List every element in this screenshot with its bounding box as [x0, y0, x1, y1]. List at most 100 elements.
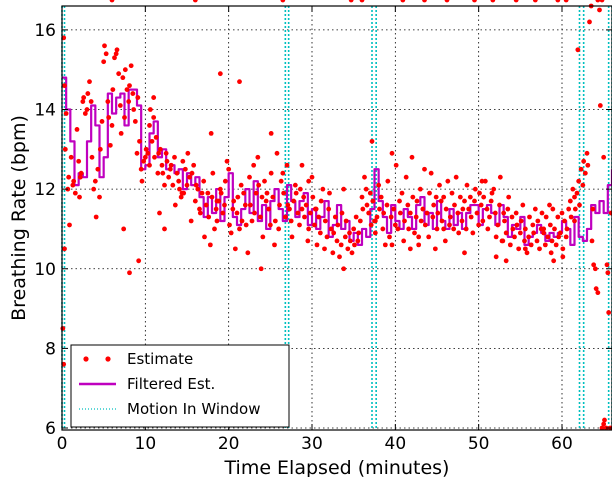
estimate-point — [366, 210, 372, 216]
estimate-point — [112, 55, 117, 61]
estimate-point — [237, 79, 242, 85]
estimate-point — [539, 210, 545, 216]
estimate-point — [107, 142, 113, 148]
estimate-point — [377, 206, 382, 212]
estimate-point — [76, 158, 82, 164]
estimate-point — [122, 67, 128, 73]
estimate-point — [505, 206, 511, 212]
estimate-series — [60, 0, 612, 431]
filtered-series — [62, 76, 612, 246]
estimate-point — [156, 150, 162, 156]
estimate-point — [463, 226, 469, 232]
estimate-point — [337, 254, 342, 260]
estimate-point — [287, 206, 292, 212]
estimate-point — [550, 206, 556, 212]
axis-ticks: 0 10 20 30 40 50 60 6 8 10 12 14 16 — [34, 6, 612, 454]
estimate-point — [442, 238, 448, 244]
estimate-point — [280, 170, 286, 176]
estimate-point — [253, 190, 259, 196]
estimate-point — [153, 134, 159, 140]
estimate-point — [564, 226, 570, 232]
estimate-point — [151, 115, 157, 120]
estimate-point — [303, 202, 309, 208]
estimate-point — [217, 186, 223, 192]
estimate-point — [512, 234, 517, 240]
estimate-point — [62, 146, 68, 152]
plot-frame — [61, 5, 612, 431]
estimate-point — [555, 214, 561, 220]
estimate-point — [392, 222, 398, 228]
estimate-point — [264, 190, 270, 196]
estimate-point — [334, 238, 340, 244]
estimate-point — [560, 246, 566, 252]
estimate-point — [174, 170, 180, 176]
estimate-point — [62, 246, 67, 252]
estimate-point — [110, 87, 116, 93]
estimate-point — [524, 250, 530, 256]
estimate-point — [395, 226, 401, 232]
estimate-point — [574, 190, 580, 196]
estimate-point — [507, 242, 513, 248]
estimate-point — [575, 47, 581, 53]
estimate-point — [602, 417, 607, 423]
estimate-point — [406, 226, 412, 232]
estimate-point — [335, 222, 341, 228]
legend-label: Filtered Est. — [127, 375, 215, 393]
estimate-point — [152, 154, 157, 160]
estimate-point — [590, 206, 596, 212]
estimate-point — [407, 246, 413, 252]
estimate-point — [77, 174, 83, 180]
estimate-point — [351, 226, 357, 232]
estimate-point — [355, 238, 361, 244]
estimate-point — [247, 202, 253, 208]
estimate-point — [222, 178, 228, 184]
estimate-point — [479, 178, 485, 184]
estimate-point — [357, 218, 363, 224]
estimate-point — [585, 162, 591, 168]
estimate-point — [530, 222, 536, 228]
y-tick-label: 14 — [34, 101, 56, 121]
estimate-point — [580, 182, 586, 188]
estimate-point — [242, 202, 248, 208]
estimate-point — [369, 138, 375, 144]
estimate-point — [472, 198, 477, 204]
estimate-point — [284, 162, 290, 168]
estimate-point — [604, 262, 610, 268]
estimate-point — [288, 218, 294, 224]
estimate-point — [542, 242, 548, 248]
estimate-point — [563, 234, 569, 240]
estimate-point — [81, 95, 87, 100]
estimate-point — [362, 174, 367, 180]
estimate-point — [330, 250, 336, 256]
estimate-point — [77, 194, 82, 200]
estimate-point — [164, 158, 170, 164]
estimate-point — [497, 202, 502, 208]
estimate-point — [255, 154, 261, 160]
estimate-point — [178, 194, 184, 200]
estimate-point — [310, 194, 316, 200]
estimate-point — [71, 178, 77, 184]
estimate-point — [285, 202, 291, 208]
estimate-point — [537, 246, 542, 252]
estimate-point — [60, 326, 66, 331]
estimate-point — [320, 186, 326, 192]
x-tick-label: 0 — [57, 434, 68, 454]
estimate-point — [157, 210, 162, 216]
estimate-point — [192, 198, 198, 204]
estimate-point — [95, 166, 101, 172]
estimate-point — [372, 230, 378, 236]
estimate-point — [302, 214, 307, 220]
estimate-point — [88, 99, 94, 104]
estimate-point — [434, 226, 440, 232]
estimate-point — [555, 0, 561, 3]
estimate-point — [402, 218, 407, 224]
estimate-point — [384, 202, 390, 208]
estimate-point — [84, 107, 90, 112]
estimate-point — [376, 182, 382, 188]
estimate-point — [179, 190, 185, 196]
estimate-point — [272, 242, 277, 248]
estimate-point — [352, 242, 357, 248]
estimate-point — [342, 234, 348, 240]
estimate-point — [177, 186, 182, 192]
estimate-point — [472, 186, 478, 192]
